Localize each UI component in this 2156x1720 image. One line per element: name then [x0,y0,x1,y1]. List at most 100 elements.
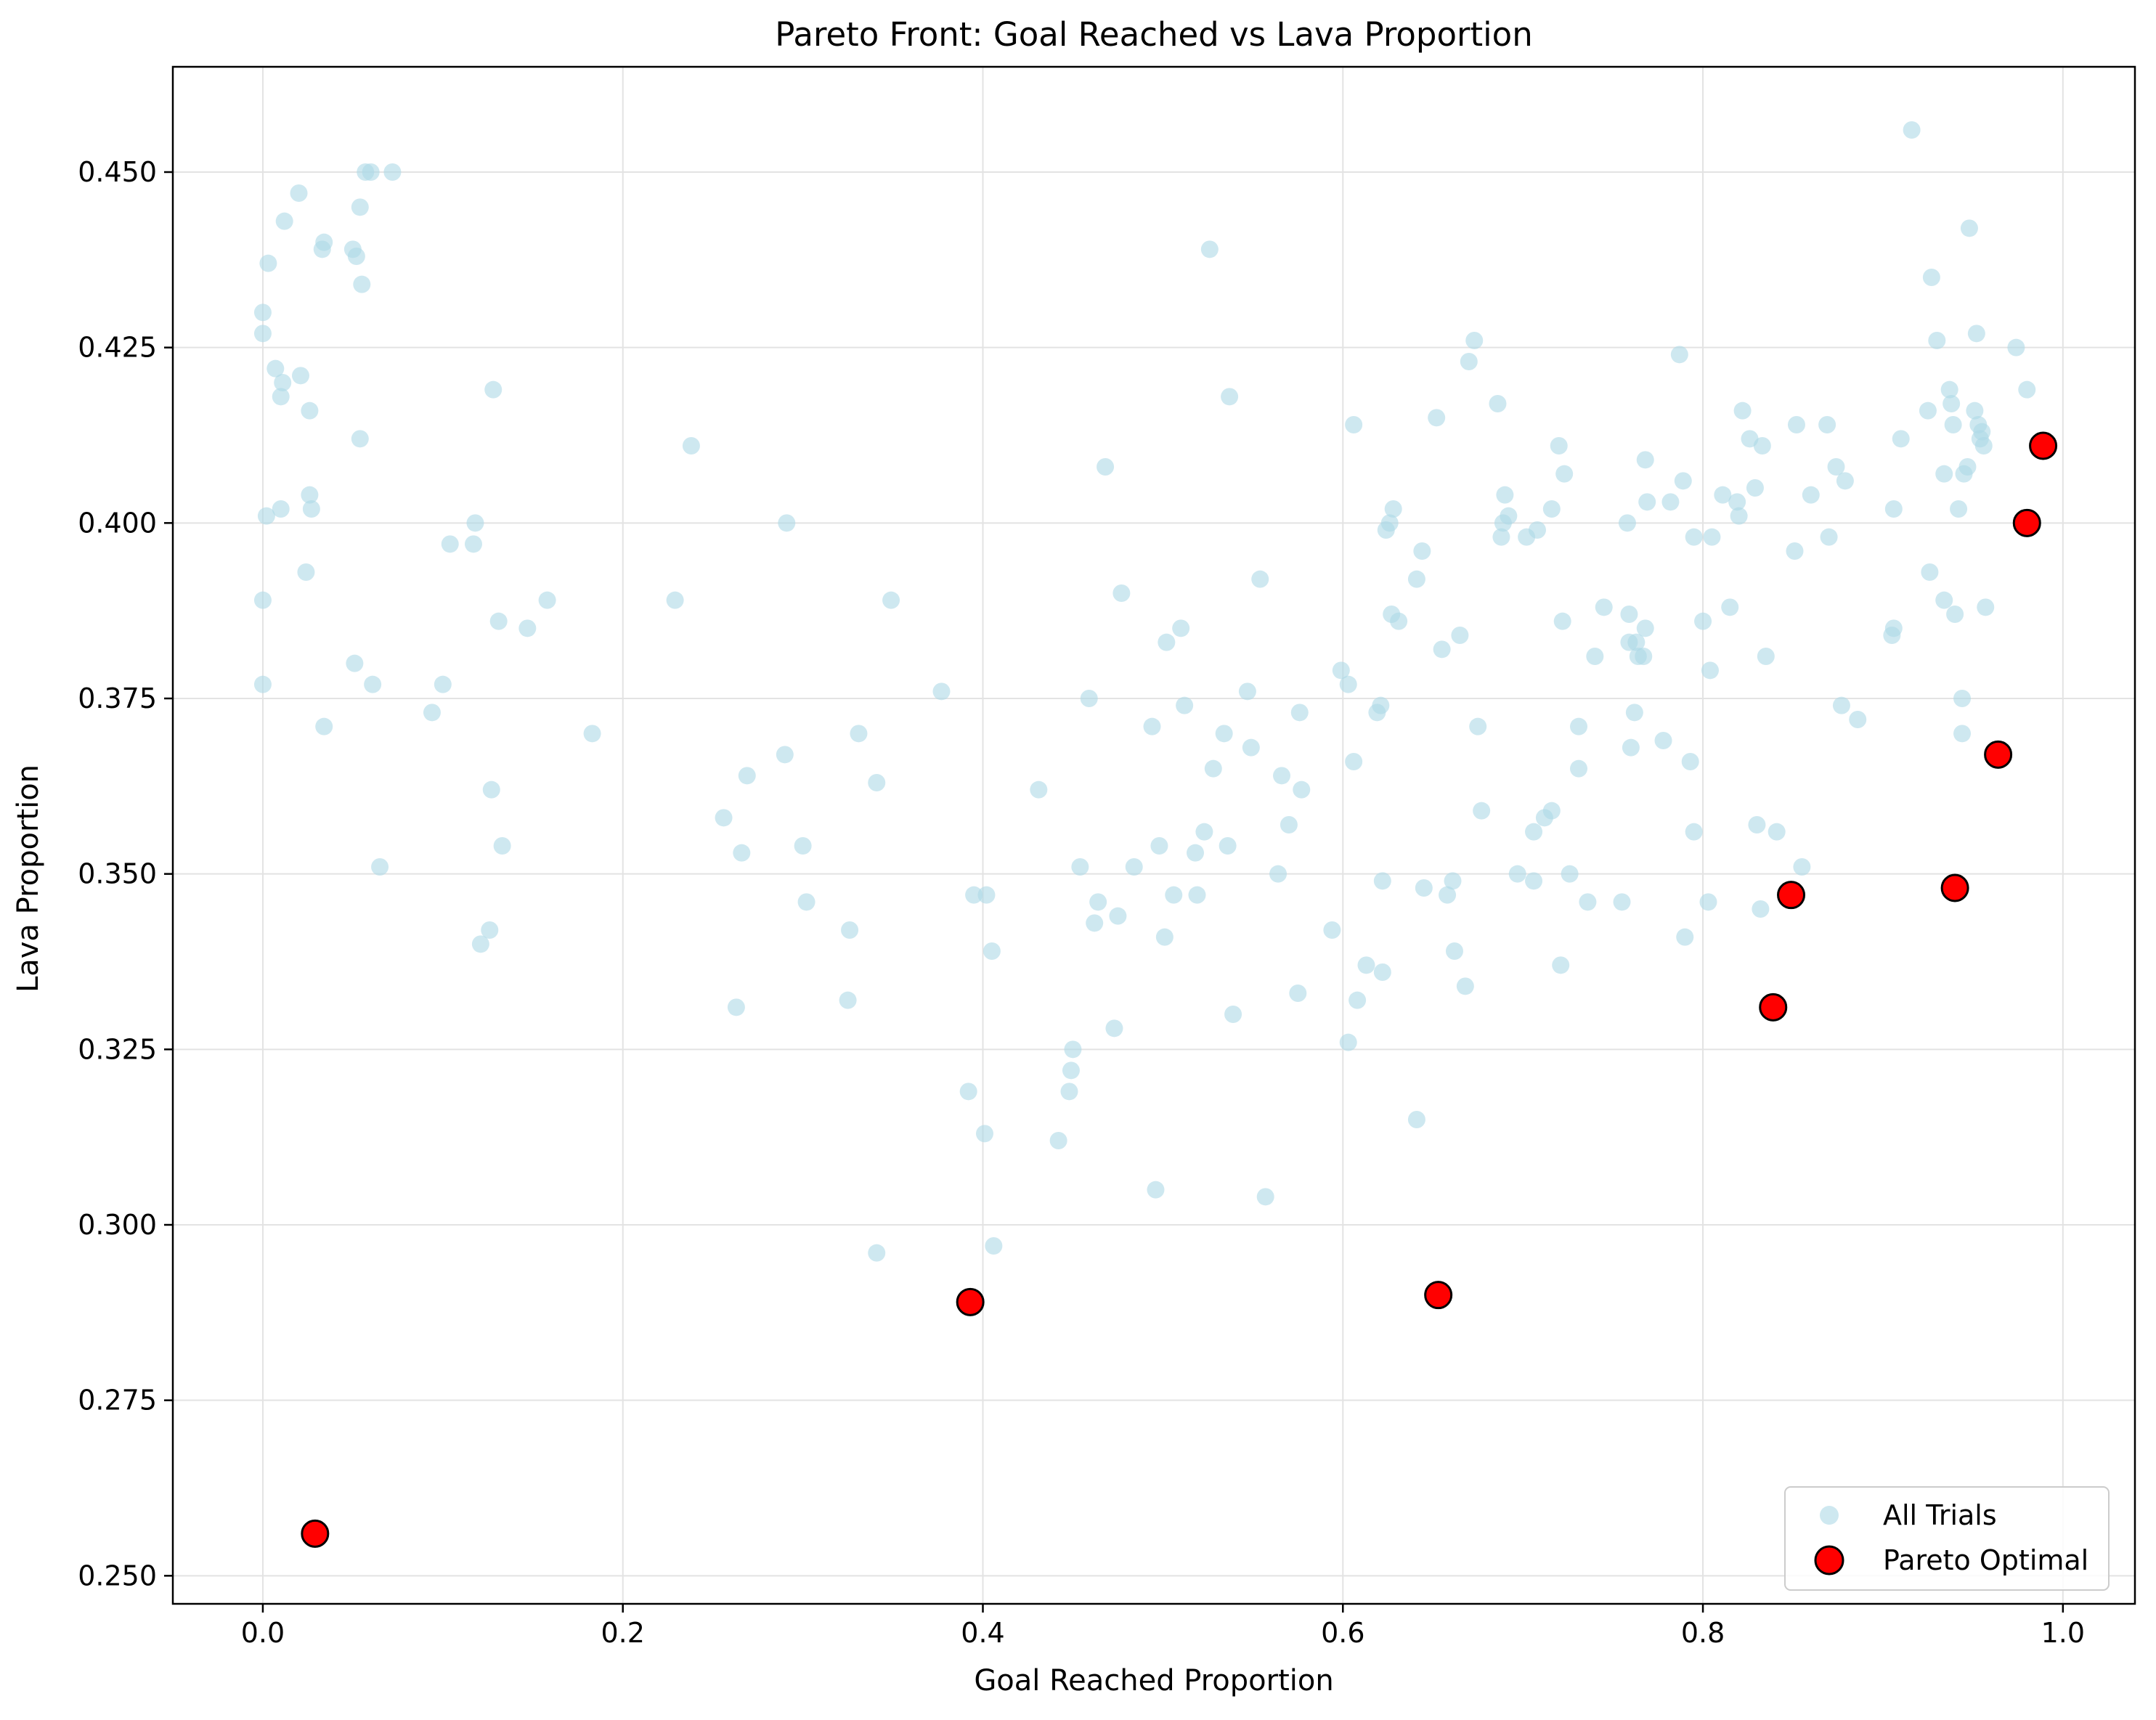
x-tick-label: 1.0 [2041,1617,2085,1649]
all-trials-point [1064,1040,1082,1059]
all-trials-point [1373,963,1391,981]
all-trials-point [364,675,382,693]
all-trials-point [1176,696,1194,714]
all-trials-point [1767,823,1786,841]
all-trials-point [1935,591,1953,609]
all-trials-point [275,212,293,230]
all-trials-point [489,612,508,630]
all-trials-point [682,437,700,455]
all-trials-point [1280,816,1298,833]
all-trials-point [347,248,365,265]
all-trials-point [1293,780,1311,799]
all-trials-point [259,254,277,272]
all-trials-point [1221,388,1239,406]
all-trials-point [2007,338,2025,356]
all-trials-point [1451,627,1469,644]
all-trials-point [315,233,333,251]
all-trials-point [1836,472,1854,490]
all-trials-point [1935,465,1953,483]
all-trials-point [1555,465,1574,483]
all-trials-point [1625,704,1643,722]
all-trials-point [1620,606,1638,623]
all-trials-point [1508,865,1526,883]
all-trials-point [1407,1111,1425,1128]
all-trials-point [1550,437,1568,455]
all-trials-point [1561,865,1579,883]
all-trials-point [776,746,794,764]
all-trials-point [1380,514,1399,532]
all-trials-point [1372,696,1390,714]
all-trials-point [1238,682,1256,701]
all-trials-point [1269,865,1288,883]
all-trials-point [353,275,371,293]
all-trials-point [1973,423,1991,441]
all-trials-point [1049,1132,1067,1149]
all-trials-point [1158,633,1176,651]
all-trials-point [1746,479,1764,497]
all-trials-point [351,430,369,448]
all-trials-point [290,184,308,202]
all-trials-point [518,619,537,637]
plot-area: 0.0 0.2 0.4 0.6 0.8 1.0 0.250 0.275 0.300 0.325 0.… [78,65,2136,1649]
all-trials-point [1188,886,1206,904]
all-trials-point [1150,837,1168,855]
x-tick-label: 0.6 [1321,1617,1364,1649]
y-tick-label: 0.400 [78,507,157,539]
all-trials-point [464,535,482,553]
all-trials-point [1730,507,1748,525]
all-trials-point [346,654,364,672]
all-trials-point [1884,619,1903,637]
all-trials-point [1958,458,1977,476]
all-trials-point [1786,542,1804,560]
all-trials-point [2018,380,2036,399]
all-trials-point [841,921,859,939]
all-trials-point [1187,844,1205,862]
all-trials-point [471,935,489,953]
all-trials-point [1944,416,1962,433]
all-trials-point [1030,780,1048,799]
all-trials-point [1339,675,1357,693]
all-trials-point [1967,325,1985,343]
all-trials-point [1215,725,1233,743]
all-trials-point [1922,269,1940,286]
y-tick-label: 0.350 [78,858,157,890]
all-trials-point [715,809,733,827]
all-trials-point [1460,353,1478,370]
all-trials-point [1613,893,1631,911]
legend-box [1784,1486,2110,1591]
x-axis-label: Goal Reached Proportion [974,1664,1333,1697]
all-trials-point [301,402,319,420]
all-trials-point [1674,472,1692,490]
pareto-optimal-point [301,1519,330,1548]
all-trials-point [1943,395,1961,412]
pareto-optimal-point [1759,993,1788,1022]
all-trials-point [1553,612,1571,630]
all-trials-point [1622,738,1640,757]
all-trials-point [423,704,441,722]
all-trials-point [1060,1083,1078,1101]
all-trials-point [1570,717,1588,735]
all-trials-point [1086,914,1104,932]
all-trials-point [1165,886,1183,904]
all-trials-point [1195,823,1213,841]
all-trials-point [1109,907,1127,925]
all-trials-point [882,591,900,609]
y-tick-label: 0.425 [78,332,157,364]
all-trials-point [1748,816,1766,833]
all-trials-point [1638,493,1656,511]
all-trials-point [1921,563,1939,581]
all-trials-point [1699,893,1717,911]
y-tick-label: 0.275 [78,1385,157,1417]
x-tick-label: 0.8 [1681,1617,1725,1649]
all-trials-point [839,991,857,1009]
all-trials-point [1407,570,1425,588]
all-trials-point [1080,690,1098,707]
all-trials-point [1654,732,1672,749]
all-trials-point [362,163,380,181]
pareto-optimal-point [2029,431,2058,460]
all-trials-point [1827,458,1845,476]
all-trials-point [1818,416,1836,433]
all-trials-point [1251,570,1269,588]
all-trials-point [481,921,499,939]
all-trials-point [1242,738,1260,757]
